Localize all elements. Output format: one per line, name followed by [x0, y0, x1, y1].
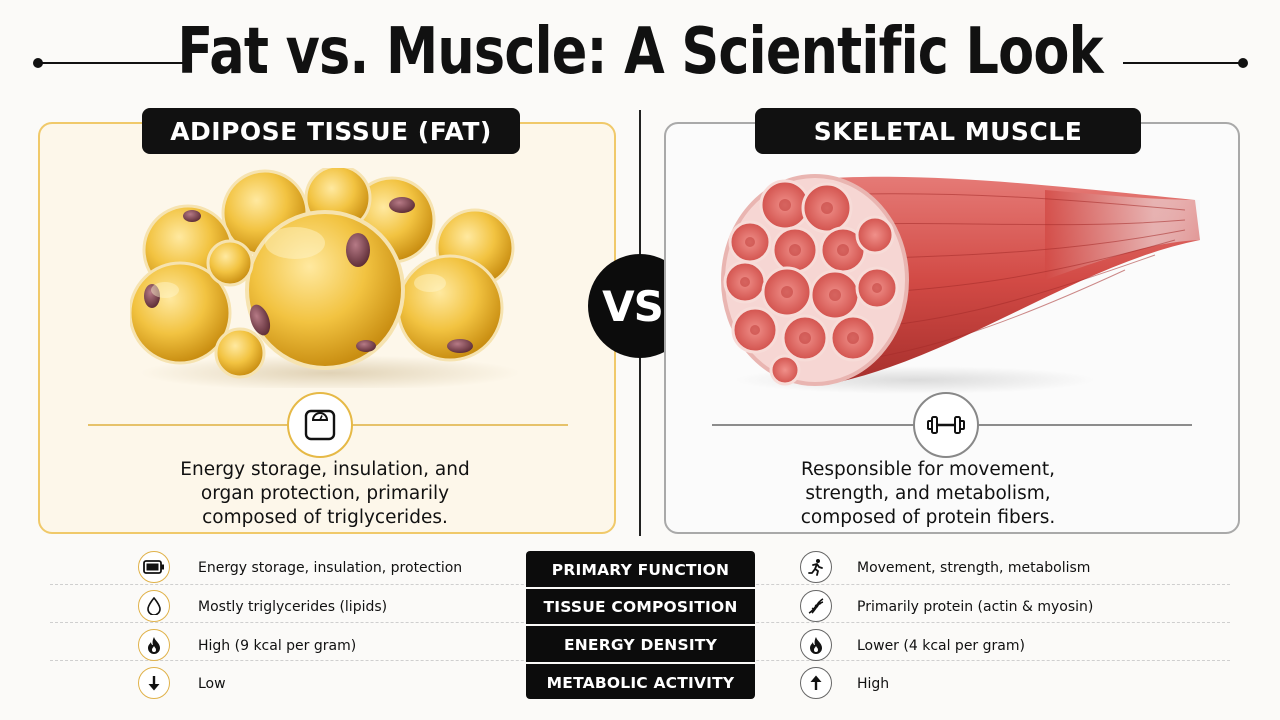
arrow-up-icon [810, 675, 822, 690]
title-rule-left [38, 62, 183, 64]
fat-description-line: organ protection, primarily [200, 483, 450, 504]
title-rule-right-dot [1238, 58, 1248, 68]
fat-icon-circle [287, 392, 353, 458]
scale-icon [304, 409, 336, 441]
fat-row-value: Energy storage, insulation, protection [198, 560, 463, 576]
flame-icon [810, 637, 822, 654]
fat-row-value: High (9 kcal per gram) [198, 638, 357, 654]
fat-row-icon [138, 551, 170, 583]
muscle-panel-label: SKELETAL MUSCLE [755, 108, 1141, 154]
muscle-description: Responsible for movement, strength, and … [760, 458, 1096, 530]
muscle-row-icon [800, 629, 832, 661]
runner-icon [808, 559, 823, 576]
muscle-row-icon [800, 551, 832, 583]
flame-icon [148, 637, 160, 654]
fat-cells-illustration [130, 168, 520, 388]
fat-row-icon [138, 667, 170, 699]
muscle-description-line: composed of protein fibers. [800, 507, 1056, 528]
muscle-description-line: strength, and metabolism, [805, 483, 1051, 504]
title-rule-left-dot [33, 58, 43, 68]
category-label: ENERGY DENSITY [563, 635, 718, 654]
category-label: PRIMARY FUNCTION [551, 560, 730, 579]
fat-description-line: Energy storage, insulation, and [180, 459, 470, 480]
arrow-down-icon [148, 676, 160, 691]
fat-row-icon [138, 590, 170, 622]
muscle-row-icon [800, 590, 832, 622]
droplet-icon [147, 597, 161, 615]
muscle-icon-circle [913, 392, 979, 458]
muscle-row-value: High [857, 676, 890, 692]
category-separator [526, 662, 755, 664]
muscle-fiber-illustration [721, 174, 1200, 394]
muscle-row-icon [800, 667, 832, 699]
category-label: METABOLIC ACTIVITY [546, 673, 735, 692]
fat-description: Energy storage, insulation, and organ pr… [140, 458, 510, 530]
muscle-row-value: Primarily protein (actin & myosin) [857, 599, 1094, 615]
fat-row-icon [138, 629, 170, 661]
category-separator [526, 624, 755, 626]
muscle-row-value: Movement, strength, metabolism [857, 560, 1091, 576]
category-label: TISSUE COMPOSITION [543, 597, 738, 616]
category-separator [526, 587, 755, 589]
muscle-row-value: Lower (4 kcal per gram) [857, 638, 1025, 654]
fat-panel-label: ADIPOSE TISSUE (FAT) [142, 108, 520, 154]
fat-row-value: Mostly triglycerides (lipids) [198, 599, 388, 615]
fat-description-line: composed of triglycerides. [202, 507, 448, 528]
title-rule-right [1123, 62, 1243, 64]
dumbbell-icon [927, 416, 965, 434]
fat-row-value: Low [198, 676, 226, 692]
dna-icon [808, 598, 824, 614]
battery-icon [143, 560, 164, 574]
muscle-description-line: Responsible for movement, [800, 459, 1055, 480]
page-title: Fat vs. Muscle: A Scientific Look [177, 15, 1103, 89]
